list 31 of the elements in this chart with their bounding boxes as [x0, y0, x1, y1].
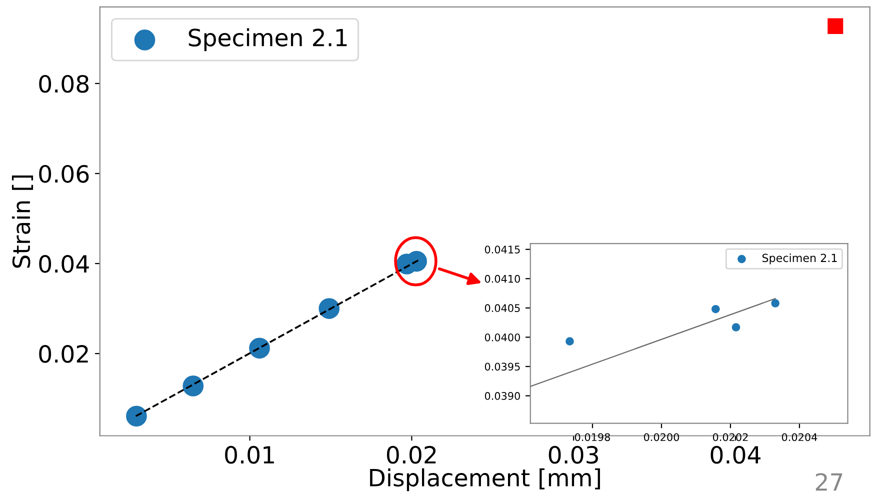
x-tick-label: 0.0200	[644, 433, 680, 442]
point	[732, 323, 740, 332]
x-tick-label: 0.04	[710, 446, 760, 464]
x-tick-label: 0.03	[548, 446, 598, 464]
x-tick-label: 0.02	[386, 446, 436, 464]
y-tick-label: 0.0410	[484, 274, 520, 283]
y-tick-label: 0.06	[39, 164, 89, 183]
point	[182, 376, 204, 396]
y-tick-label: 0.02	[39, 345, 88, 363]
y-tick-label: 0.0395	[484, 362, 520, 371]
y-tick-label: 0.0400	[484, 333, 520, 342]
y-tick-label: 0.04	[39, 254, 89, 273]
point	[771, 299, 780, 308]
x-tick-label: 0.0204	[782, 433, 818, 442]
x-axis-title: Displacement [mm]	[370, 468, 600, 492]
x-tick-label: 0.0202	[712, 433, 748, 442]
text: 27	[816, 473, 842, 491]
point	[318, 298, 340, 319]
y-tick-label: 0.0405	[484, 304, 520, 312]
y-tick-label: 0.0390	[484, 392, 520, 400]
legend-label: Specimen 2.1	[762, 254, 837, 264]
y-tick-label: 0.08	[39, 74, 89, 93]
x-tick-label: 0.01	[225, 446, 274, 464]
point	[249, 338, 270, 359]
y-tick-label: 0.0415	[484, 246, 520, 254]
x-tick-label: 0.0198	[574, 433, 610, 442]
point	[126, 406, 147, 427]
legend-label: Specimen 2.1	[188, 28, 347, 52]
point	[566, 337, 574, 346]
y-axis-title: Strain []	[12, 175, 34, 268]
point	[711, 304, 720, 314]
